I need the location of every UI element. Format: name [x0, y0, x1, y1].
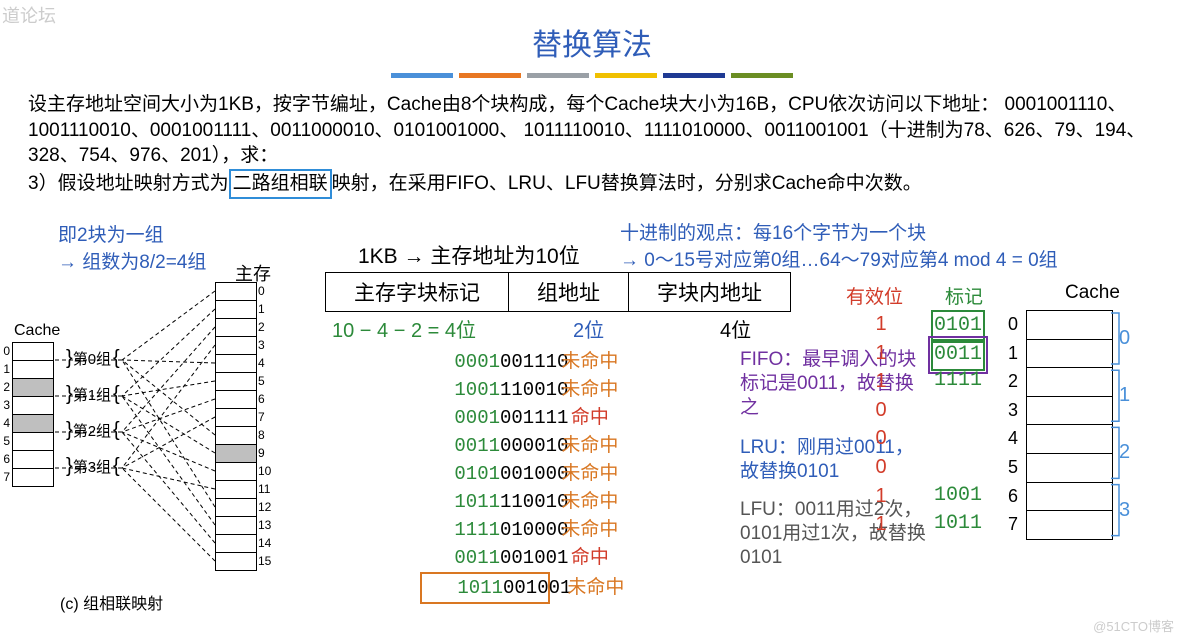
bits-set: 2位 [573, 314, 604, 343]
tag-label: 标记 [945, 282, 983, 309]
diagram-caption: (c) 组相联映射 [60, 590, 163, 614]
bits-off: 4位 [720, 314, 751, 343]
hint-left-l1: 即2块为一组 [58, 225, 164, 246]
valid-col: 11100011 [868, 310, 894, 539]
addr-header: 1KB → 主存地址为10位 [358, 240, 580, 270]
hint-left-l2: → 组数为8/2=4组 [58, 252, 206, 273]
field-tag: 主存字块标记 [326, 273, 509, 312]
problem-text: 设主存地址空间大小为1KB，按字节编址，Cache由8个块构成，每个Cache块… [28, 92, 1158, 199]
valid-label: 有效位 [846, 282, 903, 309]
problem-pre: 设主存地址空间大小为1KB，按字节编址，Cache由8个块构成，每个Cache块… [28, 94, 1145, 166]
cache-right-boxes [1026, 310, 1113, 540]
problem-line-post: 映射，在采用FIFO、LRU、LFU替换算法时，分别求Cache命中次数。 [332, 173, 922, 194]
mem-idx: 0123456789101112131415 [258, 282, 280, 570]
cache-left-boxes [12, 342, 54, 487]
title-underline [0, 62, 1184, 84]
problem-boxed: 二路组相联 [229, 169, 332, 199]
mem-brackets [215, 282, 259, 574]
note-lru: LRU：刚用过0011，故替换0101 [740, 436, 930, 484]
page-title: 替换算法 [0, 20, 1184, 64]
right-brackets [1111, 310, 1127, 540]
bits-tag: 10 − 4 − 2 = 4位 [332, 314, 476, 343]
field-off: 字块内地址 [629, 273, 791, 312]
cache-right-idx: 01234567 [994, 310, 1018, 539]
field-set: 组地址 [509, 273, 629, 312]
watermark-br: @51CTO博客 [1093, 616, 1174, 635]
tag-col: 01010011111110011011 [930, 310, 986, 539]
note-fifo: FIFO：最早调入的块标记是0011，故替换之 [740, 348, 930, 419]
address-list: 0001001110 未命中1001110010 未命中0001001111 命… [420, 348, 626, 600]
cache-left-idx: 01234567 [0, 342, 10, 486]
hint-right-l2: → 0～15号对应第0组…64～79对应第4 mod 4 = 0组 [620, 250, 1058, 271]
cache-right-label: Cache [1065, 282, 1120, 304]
mapping-lines [52, 282, 216, 574]
field-table: 主存字块标记 组地址 字块内地址 [325, 272, 791, 312]
hint-right-l1: 十进制的观点：每16个字节为一个块 [620, 223, 926, 244]
problem-line-pre: 3）假设地址映射方式为 [28, 173, 229, 194]
hint-right: 十进制的观点：每16个字节为一个块 → 0～15号对应第0组…64～79对应第4… [620, 218, 1058, 272]
hint-left: 即2块为一组 → 组数为8/2=4组 [58, 220, 206, 274]
note-lfu: LFU：0011用过2次，0101用过1次，故替换0101 [740, 498, 940, 569]
